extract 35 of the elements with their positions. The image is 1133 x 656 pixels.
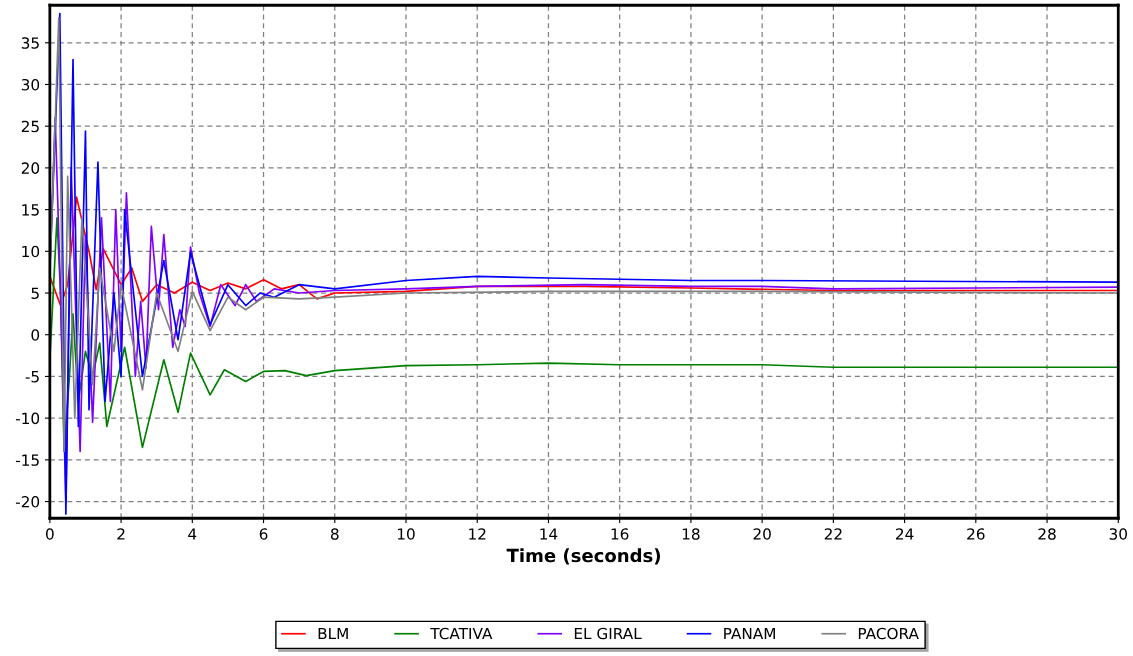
y-tick-label: -10 [15, 412, 40, 425]
x-tick-label: 24 [895, 528, 914, 540]
legend-label: PANAM [724, 627, 775, 640]
x-tick-label: 22 [824, 528, 842, 540]
x-tick-label: 10 [397, 528, 415, 540]
x-tick-label: 6 [259, 528, 268, 540]
x-tick-label: 28 [1038, 528, 1056, 540]
y-tick-label: 25 [21, 120, 39, 133]
x-tick-label: 0 [46, 528, 54, 540]
y-tick-label: -15 [15, 454, 39, 466]
x-tick-label: 2 [117, 528, 125, 540]
line-series [49, 196, 1119, 307]
x-tick-label: 18 [682, 528, 700, 540]
x-tick-label: 16 [611, 528, 629, 540]
x-tick-label: 26 [967, 528, 985, 540]
y-tick-label: -20 [15, 496, 40, 508]
y-tick-label: 10 [22, 245, 40, 258]
x-tick-label: 4 [188, 528, 197, 540]
y-tick-label: 0 [31, 329, 40, 341]
y-tick-label: 15 [22, 204, 39, 216]
y-tick-label: 5 [31, 287, 39, 300]
x-tick-label: 30 [1109, 528, 1127, 540]
legend-label: EL GIRAL [574, 627, 642, 640]
y-tick-label: 30 [21, 78, 40, 91]
legend-label: BLM [318, 627, 348, 640]
y-tick-label: 35 [21, 37, 39, 49]
x-tick-label: 8 [330, 528, 339, 540]
legend-label: TCATIVA [430, 627, 493, 640]
y-tick-label: 20 [21, 162, 40, 174]
x-tick-label: 14 [540, 528, 558, 540]
x-tick-label: 12 [469, 528, 486, 540]
x-axis-title: Time (seconds) [506, 548, 660, 565]
legend-label: PACORA [858, 627, 919, 640]
x-tick-label: 20 [753, 528, 771, 540]
y-tick-label: -5 [25, 371, 39, 383]
